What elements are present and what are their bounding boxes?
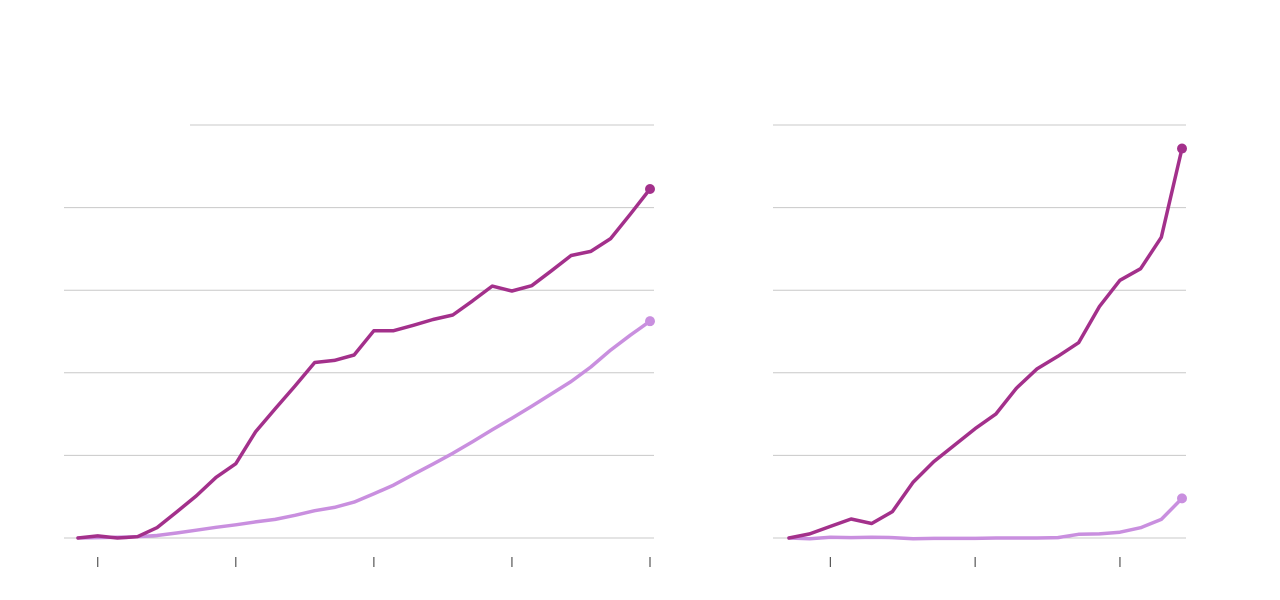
left-line-chart <box>64 124 655 567</box>
series-end-point-secondary <box>1177 493 1187 504</box>
series-end-point-secondary <box>645 316 655 327</box>
series-end-point-primary <box>645 184 655 195</box>
series-line-secondary <box>76 319 652 540</box>
right-line-chart <box>773 124 1187 567</box>
series-end-point-primary <box>1177 143 1187 154</box>
series-line-primary <box>787 146 1184 540</box>
series-line-secondary <box>787 496 1184 541</box>
series-line-primary <box>76 187 652 540</box>
